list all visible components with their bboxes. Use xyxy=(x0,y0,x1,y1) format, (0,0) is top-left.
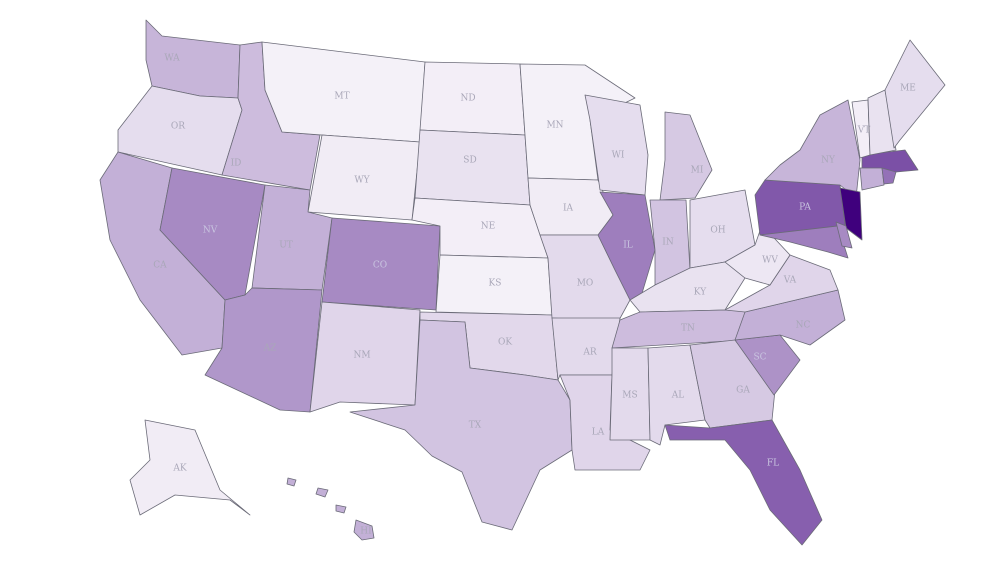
state-hi-island[interactable] xyxy=(335,504,347,514)
state-nj[interactable] xyxy=(839,187,863,241)
state-nd[interactable] xyxy=(419,61,526,136)
state-ms[interactable] xyxy=(609,347,651,441)
state-ar[interactable] xyxy=(551,317,621,381)
state-wv[interactable] xyxy=(724,224,791,286)
state-ak[interactable] xyxy=(129,419,251,516)
state-hi-island[interactable] xyxy=(315,487,329,498)
state-sd[interactable] xyxy=(414,129,531,206)
state-fl[interactable] xyxy=(664,419,823,546)
state-nh[interactable] xyxy=(867,89,897,156)
state-ri[interactable] xyxy=(881,167,897,185)
state-me[interactable] xyxy=(884,39,946,149)
state-tx[interactable] xyxy=(349,319,573,531)
state-co[interactable] xyxy=(321,217,441,311)
state-ks[interactable] xyxy=(435,254,553,316)
state-ma[interactable] xyxy=(861,149,919,173)
state-wy[interactable] xyxy=(307,134,421,221)
state-hi[interactable] xyxy=(353,519,375,541)
state-az[interactable] xyxy=(204,287,323,413)
state-ct[interactable] xyxy=(859,167,885,191)
state-nm[interactable] xyxy=(309,301,421,413)
state-hi-island[interactable] xyxy=(286,477,297,487)
state-mi[interactable] xyxy=(659,111,713,201)
state-de[interactable] xyxy=(835,221,853,249)
state-wa[interactable] xyxy=(145,19,241,99)
state-mt[interactable] xyxy=(261,41,426,143)
state-md[interactable] xyxy=(759,225,849,259)
